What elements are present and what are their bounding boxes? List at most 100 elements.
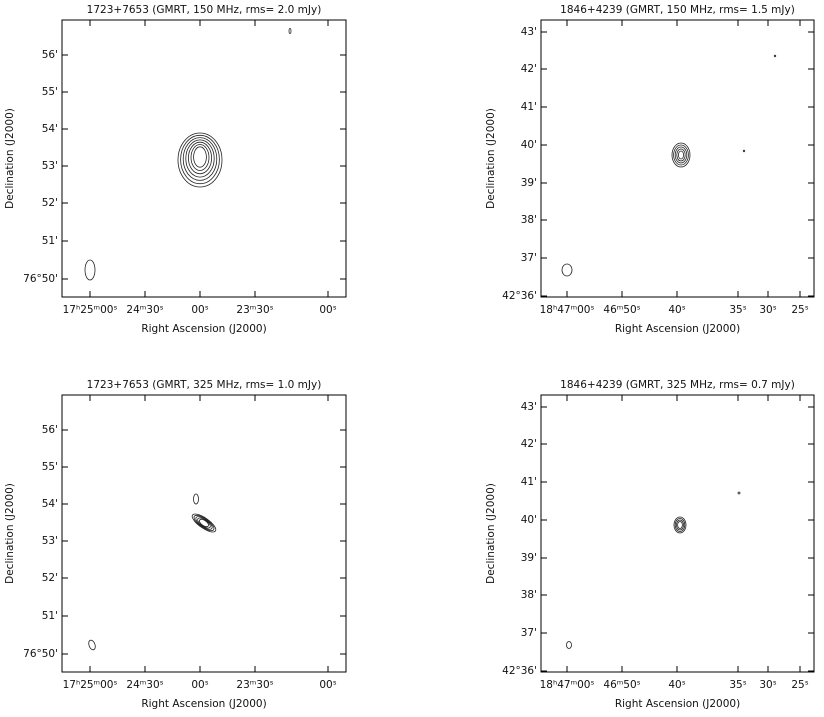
contour [185, 139, 215, 178]
x-tick-label: 00ˢ [319, 304, 336, 316]
x-tick-label: 00ˢ [191, 304, 208, 316]
y-tick-label: 53' [42, 535, 58, 547]
x-axis-label: Right Ascension (J2000) [141, 323, 266, 335]
beam [561, 263, 573, 277]
panel-title: 1723+7653 (GMRT, 325 MHz, rms= 1.0 mJy) [87, 379, 322, 391]
beam [566, 641, 572, 649]
contour [675, 519, 684, 531]
y-tick-label: 54' [42, 123, 58, 135]
plot-frame [61, 394, 347, 673]
contour [188, 141, 213, 175]
y-tick-label: 55' [42, 461, 58, 473]
panel: 1846+4239 (GMRT, 325 MHz, rms= 0.7 mJy) R… [485, 379, 815, 710]
y-tick-label: 42°36' [502, 665, 537, 677]
y-tick-label: 43' [521, 26, 537, 38]
x-tick-label: 24ᵐ30ˢ [126, 304, 163, 316]
y-tick-label: 52' [42, 572, 58, 584]
contour [673, 144, 689, 166]
y-tick-label: 52' [42, 197, 58, 209]
x-axis-label: Right Ascension (J2000) [615, 698, 740, 710]
y-tick-label: 42' [521, 63, 537, 75]
y-tick-label: 40' [521, 139, 537, 151]
y-tick-label: 39' [521, 177, 537, 189]
panel: 1723+7653 (GMRT, 150 MHz, rms= 2.0 mJy) R… [4, 4, 347, 335]
y-tick-label: 56' [42, 49, 58, 61]
contour [197, 517, 211, 529]
x-tick-label: 17ʰ25ᵐ00ˢ [63, 304, 118, 316]
panel-title: 1846+4239 (GMRT, 325 MHz, rms= 0.7 mJy) [560, 379, 795, 391]
y-axis-label: Declination (J2000) [485, 108, 497, 209]
x-tick-label: 30ˢ [759, 679, 776, 691]
y-axis-label: Declination (J2000) [4, 108, 16, 209]
y-axis-label: Declination (J2000) [485, 483, 497, 584]
x-tick-label: 18ʰ47ᵐ00ˢ [540, 304, 595, 316]
x-tick-label: 18ʰ47ᵐ00ˢ [540, 679, 595, 691]
y-tick-label: 76°50' [23, 273, 58, 285]
x-tick-label: 46ᵐ50ˢ [603, 304, 640, 316]
contour [193, 493, 199, 505]
plot-frame [61, 19, 347, 298]
contour [671, 142, 691, 168]
panel: 1723+7653 (GMRT, 325 MHz, rms= 1.0 mJy) R… [4, 379, 347, 710]
contour [673, 516, 687, 534]
y-tick-label: 41' [521, 101, 537, 113]
x-tick-label: 25ˢ [791, 304, 808, 316]
contour [676, 148, 686, 162]
contour [677, 150, 684, 160]
contour [190, 144, 210, 171]
x-tick-label: 17ʰ25ᵐ00ˢ [63, 679, 118, 691]
panel: 1846+4239 (GMRT, 150 MHz, rms= 1.5 mJy) R… [485, 4, 815, 335]
x-tick-label: 25ˢ [791, 679, 808, 691]
y-tick-label: 38' [521, 214, 537, 226]
panel-title: 1723+7653 (GMRT, 150 MHz, rms= 2.0 mJy) [87, 4, 322, 16]
y-tick-label: 55' [42, 86, 58, 98]
x-tick-label: 00ˢ [191, 679, 208, 691]
contour [193, 514, 215, 532]
contour [677, 521, 683, 529]
contour [199, 518, 209, 528]
y-axis-label: Declination (J2000) [4, 483, 16, 584]
x-tick-label: 46ᵐ50ˢ [603, 679, 640, 691]
contour [288, 28, 292, 34]
y-tick-label: 39' [521, 552, 537, 564]
contour [742, 149, 746, 153]
x-tick-label: 40ˢ [668, 304, 685, 316]
plot-frame [540, 394, 815, 673]
beam [84, 259, 96, 281]
contour [737, 491, 741, 495]
y-tick-label: 41' [521, 476, 537, 488]
x-tick-label: 23ᵐ30ˢ [236, 304, 273, 316]
y-tick-label: 37' [521, 627, 537, 639]
contour [191, 513, 217, 533]
y-tick-label: 53' [42, 160, 58, 172]
contour [674, 146, 688, 164]
x-tick-label: 35ˢ [729, 679, 746, 691]
x-axis-label: Right Ascension (J2000) [615, 323, 740, 335]
y-tick-label: 40' [521, 514, 537, 526]
y-tick-label: 42°36' [502, 290, 537, 302]
x-axis-label: Right Ascension (J2000) [141, 698, 266, 710]
y-tick-label: 51' [42, 235, 58, 247]
contour [180, 134, 220, 185]
y-tick-label: 43' [521, 401, 537, 413]
x-tick-label: 30ˢ [759, 304, 776, 316]
x-tick-label: 23ᵐ30ˢ [236, 679, 273, 691]
contour [195, 516, 213, 530]
y-tick-label: 51' [42, 610, 58, 622]
contour [773, 54, 777, 58]
contour [193, 146, 207, 168]
x-tick-label: 24ᵐ30ˢ [126, 679, 163, 691]
x-tick-label: 00ˢ [319, 679, 336, 691]
contour [674, 518, 686, 532]
y-tick-label: 37' [521, 252, 537, 264]
contour [182, 137, 218, 181]
x-tick-label: 40ˢ [668, 679, 685, 691]
y-tick-label: 42' [521, 438, 537, 450]
x-tick-label: 35ˢ [729, 304, 746, 316]
y-tick-label: 38' [521, 589, 537, 601]
y-tick-label: 56' [42, 424, 58, 436]
y-tick-label: 54' [42, 498, 58, 510]
beam [88, 639, 96, 651]
panel-title: 1846+4239 (GMRT, 150 MHz, rms= 1.5 mJy) [560, 4, 795, 16]
